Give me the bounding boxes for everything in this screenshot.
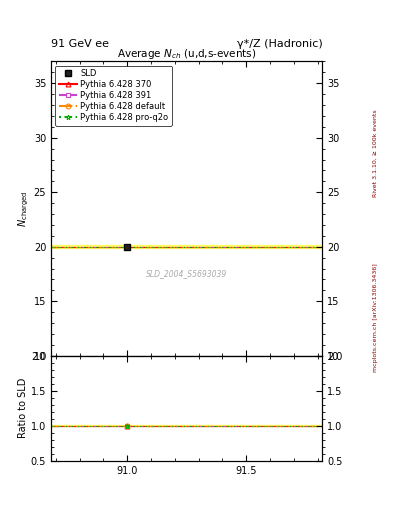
- Text: 91 GeV ee: 91 GeV ee: [51, 38, 109, 49]
- Legend: SLD, Pythia 6.428 370, Pythia 6.428 391, Pythia 6.428 default, Pythia 6.428 pro-: SLD, Pythia 6.428 370, Pythia 6.428 391,…: [55, 66, 172, 125]
- Text: γ*/Z (Hadronic): γ*/Z (Hadronic): [237, 38, 322, 49]
- Title: Average $N_{ch}$ (u,d,s-events): Average $N_{ch}$ (u,d,s-events): [117, 48, 256, 61]
- Text: SLD_2004_S5693039: SLD_2004_S5693039: [146, 269, 227, 278]
- Text: Rivet 3.1.10, ≥ 100k events: Rivet 3.1.10, ≥ 100k events: [373, 110, 378, 198]
- Y-axis label: Ratio to SLD: Ratio to SLD: [18, 378, 28, 438]
- Bar: [51, 425, 322, 426]
- Text: mcplots.cern.ch [arXiv:1306.3436]: mcplots.cern.ch [arXiv:1306.3436]: [373, 263, 378, 372]
- Y-axis label: $N_{\rm charged}$: $N_{\rm charged}$: [17, 190, 31, 227]
- Bar: [51, 245, 322, 248]
